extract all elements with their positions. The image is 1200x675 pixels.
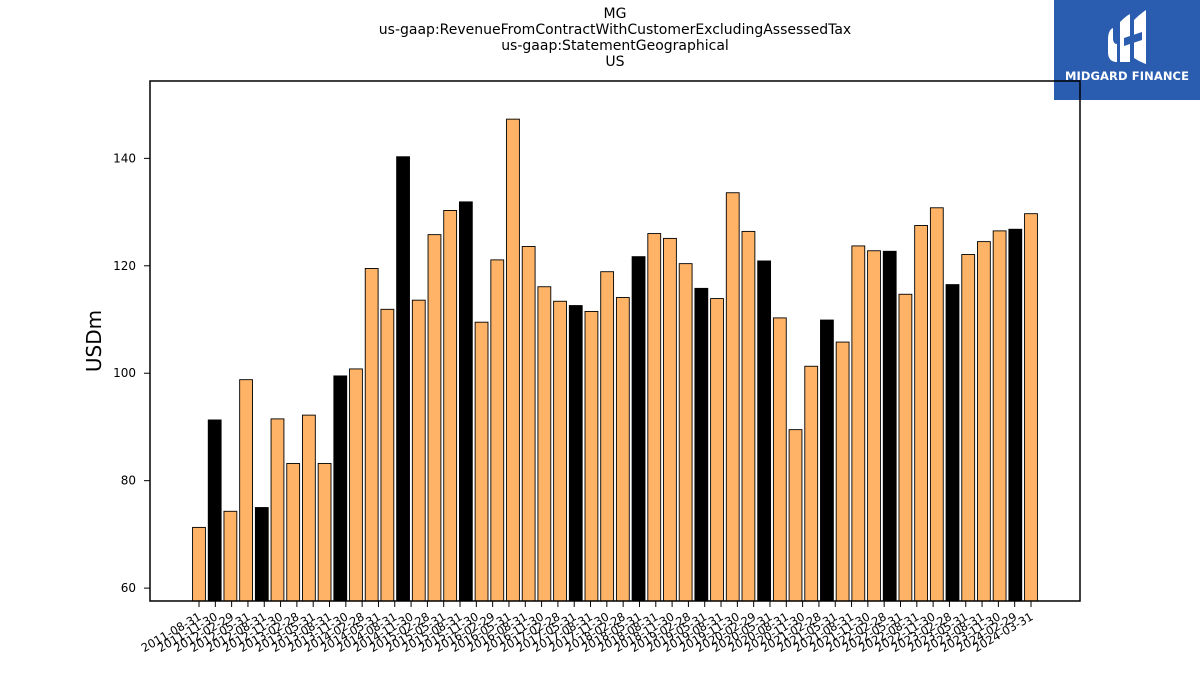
bar-30: [663, 237, 677, 602]
bar-50: [977, 241, 991, 602]
bar-7: [302, 414, 316, 602]
y-axis: 60 80 100 120 140: [113, 151, 150, 595]
bar-0: [192, 526, 206, 602]
bar-23: [553, 300, 567, 602]
title-line-4: US: [605, 54, 625, 70]
bar-19: [490, 259, 505, 602]
bar-25: [584, 311, 599, 602]
bar-15: [427, 234, 442, 602]
bar-37: [772, 317, 787, 602]
y-axis-label: USDm: [82, 310, 106, 372]
midgard-finance-logo: MIDGARD FINANCE: [1054, 0, 1200, 100]
bar-18: [474, 321, 489, 602]
bar-1: [207, 419, 222, 602]
bar-29: [647, 233, 662, 602]
plot-frame: [149, 80, 1081, 602]
bar-53: [1024, 213, 1038, 602]
bar-21: [521, 245, 536, 602]
bar-6: [286, 463, 301, 602]
bar-48: [945, 284, 960, 602]
bar-5: [270, 418, 285, 602]
bar-34: [725, 192, 740, 602]
bar-28: [631, 256, 646, 602]
bar-31: [678, 263, 693, 602]
bar-38: [788, 429, 803, 602]
bar-39: [804, 365, 819, 602]
bar-13: [396, 156, 410, 602]
title-line-3: us-gaap:StatementGeographical: [501, 38, 729, 54]
logo-mark-icon: [1108, 10, 1146, 64]
bar-52: [1008, 228, 1023, 602]
bar-2: [223, 510, 238, 602]
y-tick-label-2: 100: [113, 366, 136, 380]
bar-51: [992, 230, 1007, 602]
bar-24: [568, 305, 583, 602]
bar-43: [867, 250, 881, 602]
bar-45: [898, 293, 913, 602]
bar-26: [600, 271, 615, 602]
bar-9: [333, 375, 348, 602]
bar-10: [349, 368, 363, 602]
bar-49: [961, 254, 976, 602]
bar-47: [929, 207, 944, 602]
bar-44: [882, 250, 897, 602]
title-line-2: us-gaap:RevenueFromContractWithCustomerE…: [378, 22, 852, 38]
bar-17: [458, 201, 473, 602]
bar-33: [710, 298, 724, 602]
title-line-1: MG: [603, 6, 627, 22]
y-tick-label-4: 140: [113, 151, 136, 165]
bar-42: [851, 245, 866, 602]
bar-16: [443, 210, 458, 602]
bar-22: [537, 286, 552, 602]
bar-40: [820, 319, 834, 602]
bar-11: [364, 268, 379, 602]
bar-46: [914, 225, 928, 602]
bar-4: [254, 507, 269, 602]
bar-41: [835, 341, 850, 602]
bar-27: [615, 297, 630, 602]
bar-20: [506, 118, 520, 602]
bars-group: [192, 118, 1038, 602]
logo-text: MIDGARD FINANCE: [1064, 69, 1190, 83]
chart-title: MG us-gaap:RevenueFromContractWithCustom…: [150, 6, 1080, 70]
bar-35: [741, 230, 756, 602]
bar-14: [411, 299, 426, 602]
bar-8: [317, 463, 332, 602]
y-tick-label-1: 80: [121, 474, 136, 488]
x-axis: 2011-08-312011-11-302012-02-292012-05-31…: [139, 601, 1036, 655]
bar-36: [757, 260, 772, 602]
bar-3: [239, 379, 253, 602]
bar-32: [694, 287, 709, 602]
y-tick-label-0: 60: [121, 581, 136, 595]
bar-12: [380, 308, 395, 602]
y-tick-label-3: 120: [113, 259, 136, 273]
